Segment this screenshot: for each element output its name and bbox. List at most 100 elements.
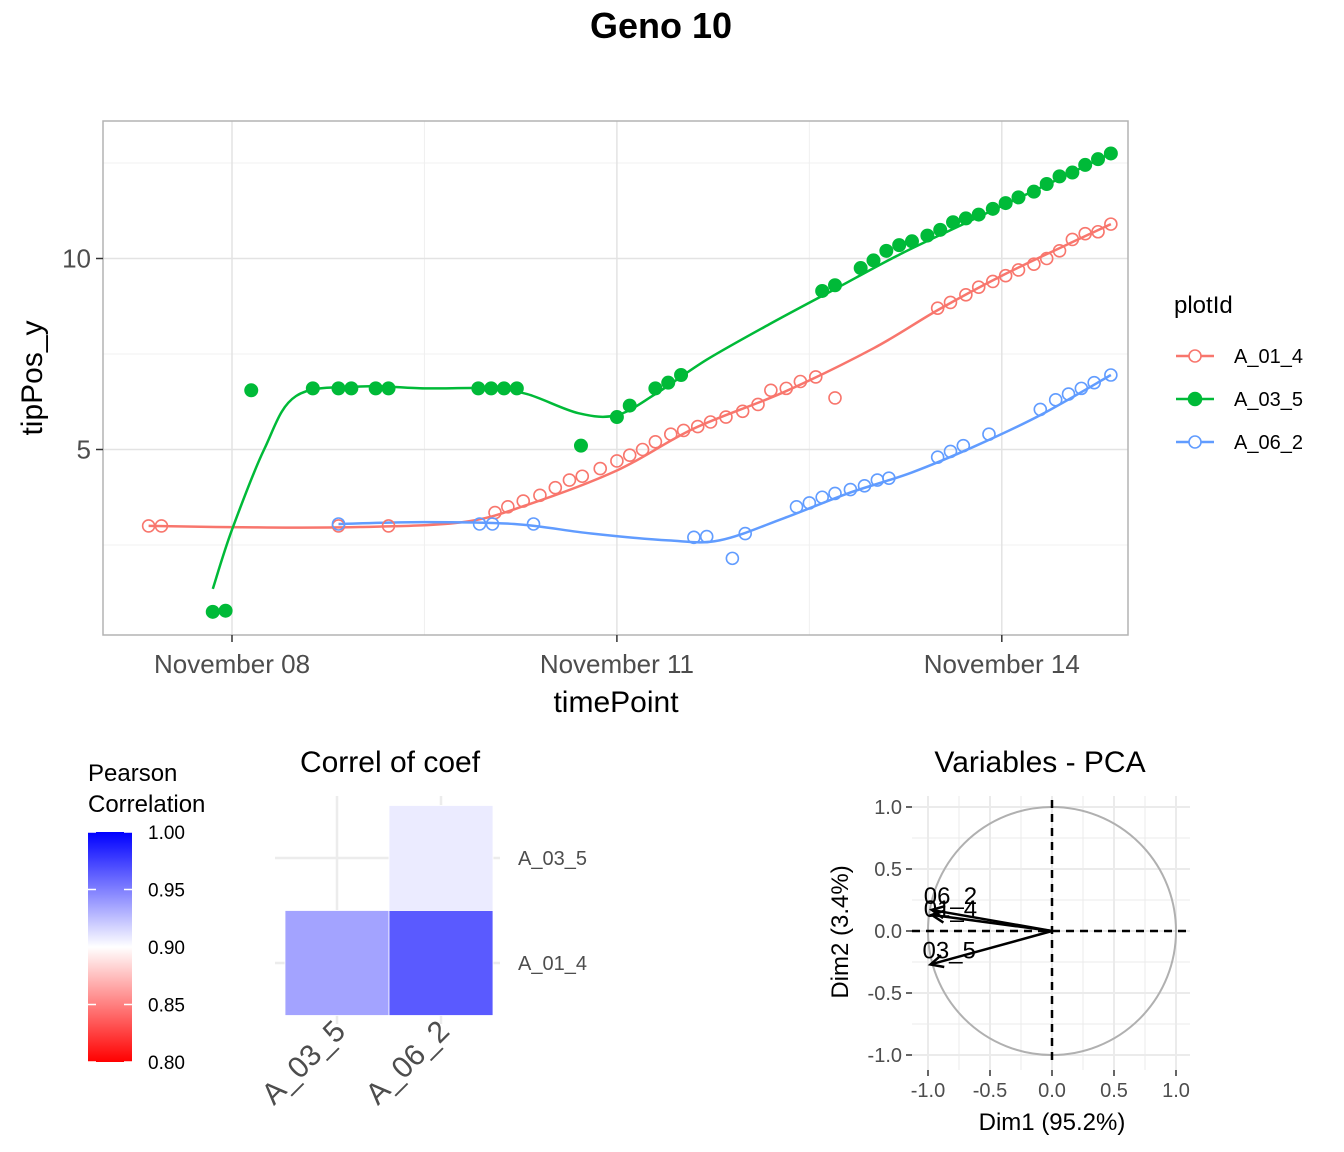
x-tick-label: November 14 — [924, 649, 1080, 679]
heatmap-cell — [388, 910, 494, 1016]
data-point-a-01-4 — [719, 410, 733, 424]
data-point-a-01-4 — [690, 419, 705, 434]
data-point-a-01-4 — [1039, 251, 1054, 266]
data-point-a-03-5 — [879, 243, 894, 258]
data-point-a-06-2 — [789, 499, 804, 514]
pca-ticks: -1.0 -1.0 -0.5 -0.5 0.0 0.0 0.5 0.5 1.0 1.0 — [868, 797, 1190, 1102]
data-point-a-06-2 — [843, 482, 858, 497]
data-point-a-03-5 — [1078, 157, 1093, 172]
legend-label: A_03_5 — [1234, 389, 1303, 411]
data-point-a-01-4 — [751, 397, 765, 412]
main-panel-border — [102, 120, 1129, 636]
main-growth-chart: November 08 November 11 November 14 5 10 ti… — [16, 120, 1129, 719]
data-point-a-03-5 — [205, 604, 220, 619]
data-point-a-01-4 — [1104, 217, 1118, 231]
data-point-a-01-4 — [622, 448, 637, 463]
data-point-a-01-4 — [648, 435, 663, 449]
data-point-a-01-4 — [610, 454, 624, 468]
main-x-axis-title: timePoint — [553, 686, 679, 719]
data-point-a-06-2 — [815, 490, 829, 505]
data-point-a-01-4 — [986, 274, 1000, 289]
legend-key-marker — [1187, 391, 1203, 407]
y-tick-label: 10 — [62, 244, 91, 274]
data-point-a-01-4 — [828, 391, 842, 405]
data-point-a-06-2 — [982, 427, 996, 442]
pca-x-tick-label: -0.5 — [973, 1080, 1007, 1102]
heatmap-cells — [284, 805, 494, 1016]
data-point-a-01-4 — [676, 423, 691, 438]
data-point-a-06-2 — [472, 517, 487, 531]
colorbar-ticks: 1.00 0.95 0.90 0.85 0.80 — [88, 823, 185, 1074]
data-point-a-03-5 — [1026, 184, 1041, 199]
pca-title: Variables - PCA — [934, 746, 1145, 779]
data-point-a-06-2 — [857, 478, 872, 493]
pca-y-tick-label: 0.0 — [874, 921, 902, 943]
data-point-a-06-2 — [882, 471, 896, 485]
data-point-a-01-4 — [959, 287, 973, 302]
data-point-a-01-4 — [971, 280, 986, 294]
data-point-a-06-2 — [1061, 387, 1076, 401]
data-point-a-01-4 — [575, 469, 590, 484]
data-point-a-03-5 — [892, 238, 907, 253]
figure-title: Geno 10 — [590, 5, 732, 46]
data-point-a-03-5 — [958, 211, 973, 226]
legend-items: A_01_4 A_03_5 A_06_2 — [1176, 346, 1303, 454]
data-point-a-01-4 — [808, 370, 823, 384]
main-y-ticks: 5 10 — [62, 244, 103, 465]
main-x-ticks: November 08 November 11 November 14 — [154, 635, 1080, 679]
data-point-a-01-4 — [779, 381, 794, 396]
data-point-a-03-5 — [331, 381, 346, 396]
pca-y-tick-label: 1.0 — [874, 797, 902, 819]
data-point-a-01-4 — [735, 404, 750, 419]
data-point-a-03-5 — [244, 383, 259, 398]
data-point-a-03-5 — [985, 201, 1000, 216]
data-point-a-01-4 — [381, 519, 396, 533]
data-point-a-06-2 — [802, 496, 817, 510]
data-point-a-06-2 — [687, 530, 701, 545]
data-point-a-01-4 — [663, 427, 678, 442]
pca-x-axis-title: Dim1 (95.2%) — [979, 1109, 1126, 1136]
pca-arrow-shaft — [931, 913, 1053, 933]
data-point-a-06-2 — [738, 526, 753, 541]
data-point-a-03-5 — [609, 410, 624, 425]
data-point-a-01-4 — [943, 295, 958, 310]
pca-x-tick-label: -1.0 — [911, 1080, 945, 1102]
data-point-a-06-2 — [1033, 402, 1048, 417]
main-y-axis-title: tipPos_y — [16, 320, 49, 435]
data-point-a-01-4 — [562, 473, 577, 487]
data-point-a-06-2 — [930, 450, 945, 464]
data-point-a-06-2 — [1074, 381, 1089, 396]
data-point-a-03-5 — [1103, 146, 1118, 161]
data-point-a-01-4 — [703, 415, 718, 429]
data-point-a-03-5 — [933, 222, 948, 237]
pca-arrow-head — [927, 954, 945, 969]
data-point-a-06-2 — [331, 517, 346, 531]
main-grid — [103, 121, 1128, 635]
colorbar-title-line2: Correlation — [88, 791, 205, 818]
data-point-a-06-2 — [485, 517, 500, 531]
data-point-a-03-5 — [305, 381, 320, 396]
colorbar-tick-label: 1.00 — [148, 823, 185, 844]
data-point-a-01-4 — [1027, 257, 1041, 272]
pca-y-tick-label: -0.5 — [868, 983, 902, 1005]
data-point-a-03-5 — [866, 253, 881, 268]
data-point-a-01-4 — [1091, 224, 1105, 239]
data-point-a-06-2 — [943, 444, 958, 459]
data-point-a-03-5 — [1039, 177, 1054, 192]
data-point-a-06-2 — [828, 486, 842, 501]
data-point-a-03-5 — [661, 375, 676, 390]
plotid-legend: plotId A_01_4 A_03_5 A_06_2 — [1174, 292, 1303, 454]
data-point-a-03-5 — [828, 278, 843, 293]
data-point-a-03-5 — [344, 381, 359, 396]
data-point-a-03-5 — [622, 398, 637, 413]
pca-y-axis-title: Dim2 (3.4%) — [827, 865, 854, 998]
legend-key-marker — [1188, 435, 1202, 449]
data-point-a-03-5 — [853, 261, 868, 276]
data-point-a-03-5 — [815, 283, 830, 298]
data-point-a-03-5 — [381, 381, 396, 396]
heatmap-cell — [284, 910, 390, 1016]
data-point-a-03-5 — [368, 381, 383, 396]
pca-vector-label: 03_5 — [922, 937, 975, 964]
x-tick-label: November 08 — [154, 649, 310, 679]
